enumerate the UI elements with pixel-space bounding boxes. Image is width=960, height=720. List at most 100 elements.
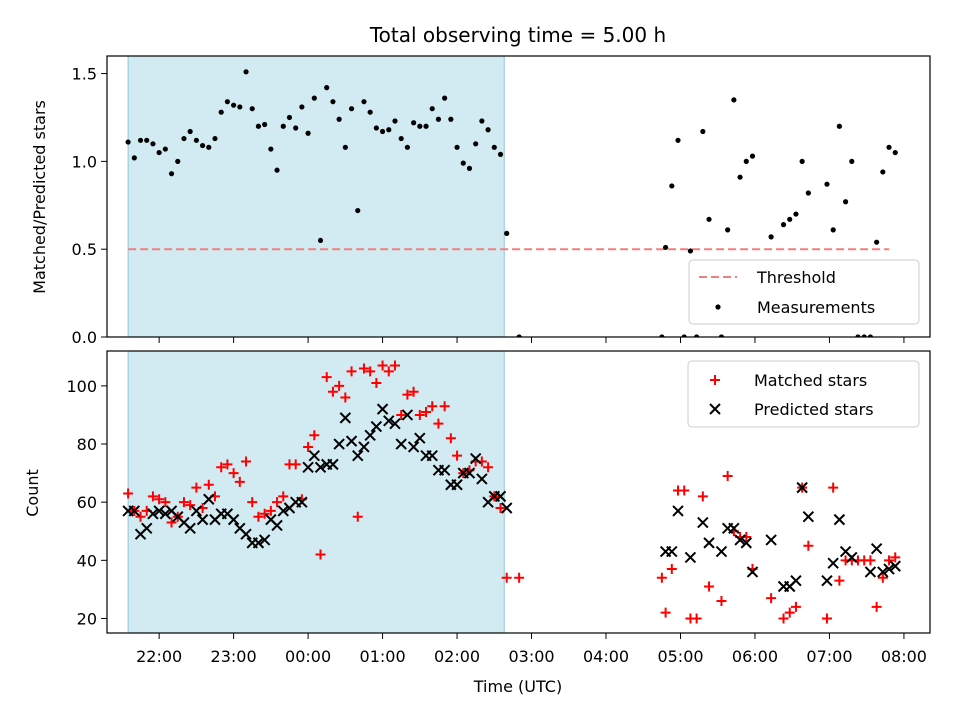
measurement-point: [694, 334, 700, 337]
y-tick-label: 100: [66, 377, 97, 396]
predicted-star-marker: [463, 467, 476, 479]
measurement-point: [787, 216, 793, 222]
legend-label-measurements: Measurements: [757, 298, 875, 317]
measurement-point: [175, 158, 181, 164]
x-tick-label: 03:00: [508, 647, 554, 666]
legend-predicted-swatch: [709, 403, 721, 415]
measurement-point: [497, 151, 504, 157]
measurement-point: [206, 144, 212, 150]
y-tick-label: 60: [77, 493, 97, 512]
predicted-star-marker: [345, 435, 358, 447]
matched-star-marker: [656, 572, 667, 583]
measurement-point: [150, 141, 156, 147]
measurement-point: [805, 190, 811, 196]
matched-star-marker: [433, 418, 444, 429]
matched-star-marker: [679, 485, 690, 496]
measurement-point: [199, 142, 206, 149]
matched-star-marker: [790, 601, 801, 612]
measurement-point: [280, 123, 286, 129]
measurement-point: [367, 109, 373, 115]
predicted-star-marker: [296, 496, 308, 508]
measurement-point: [861, 334, 867, 337]
panel-frame: [106, 55, 931, 338]
x-tick-label: 06:00: [732, 647, 778, 666]
predicted-star-marker: [333, 438, 345, 450]
measurement-point: [336, 116, 342, 122]
legend-label-threshold: Threshold: [756, 268, 836, 287]
matched-star-marker: [259, 508, 270, 519]
predicted-star-marker: [370, 420, 383, 433]
predicted-star-marker: [271, 519, 283, 532]
predicted-star-marker: [327, 458, 339, 471]
x-tick-label: 02:00: [434, 647, 480, 666]
measurement-point: [293, 125, 299, 131]
predicted-star-marker: [141, 522, 153, 535]
top-panel: 0.0 0.5 1.0 1.5 Threshold Measurements: [72, 55, 931, 347]
matched-star-marker: [666, 564, 677, 575]
matched-star-marker: [358, 363, 369, 374]
data-marks: [125, 69, 898, 337]
y-tick-label: 40: [77, 551, 97, 570]
matched-star-marker: [427, 401, 438, 412]
predicted-star-marker: [258, 534, 271, 546]
measurement-point: [454, 144, 460, 150]
matched-star-marker: [784, 607, 795, 618]
measurement-point: [286, 114, 293, 121]
measurement-point: [212, 135, 218, 142]
predicted-star-marker: [364, 429, 376, 442]
predicted-star-marker: [740, 537, 752, 549]
measurement-point: [262, 121, 268, 128]
predicted-star-marker: [389, 417, 401, 430]
measurement-point: [491, 144, 497, 150]
predicted-star-marker: [672, 505, 684, 517]
measurement-point: [361, 99, 367, 105]
predicted-star-marker: [500, 502, 513, 514]
matched-star-marker: [383, 366, 394, 377]
measurement-point: [473, 141, 479, 147]
measurement-point: [255, 123, 262, 129]
measurement-point: [768, 234, 774, 240]
matched-star-marker: [439, 401, 450, 412]
predicted-star-marker: [401, 409, 414, 421]
measurement-point: [379, 128, 386, 135]
bottom-panel: 20 40 60 80 100 22:00 23:00 00:00 01:00 02:00 03:0…: [66, 350, 931, 666]
predicted-star-marker: [697, 516, 709, 529]
x-tick-label: 08:00: [881, 647, 927, 666]
measurement-point: [411, 120, 417, 126]
measurement-point: [849, 158, 855, 164]
matched-star-marker: [803, 540, 814, 551]
measurement-point: [404, 144, 411, 150]
predicted-star-marker: [153, 505, 165, 517]
matched-star-marker: [253, 511, 264, 522]
predicted-star-marker: [728, 522, 740, 535]
predicted-star-marker: [240, 528, 252, 540]
matched-star-marker: [234, 476, 245, 487]
predicted-star-marker: [666, 545, 678, 558]
predicted-star-marker: [684, 551, 697, 564]
measurement-point: [460, 160, 466, 166]
measurement-point: [181, 135, 187, 142]
predicted-star-marker: [159, 508, 172, 520]
predicted-star-marker: [227, 513, 240, 526]
top-y-axis-label: Matched/Predicted stars: [30, 100, 49, 294]
legend-box: [688, 259, 920, 325]
predicted-star-marker: [196, 513, 209, 526]
matched-star-marker: [691, 613, 702, 624]
measurement-point: [417, 123, 423, 129]
predicted-star-marker: [277, 505, 289, 517]
y-tick-label: 1.0: [72, 152, 97, 171]
predicted-star-marker: [476, 473, 488, 485]
data-marks: [122, 360, 901, 624]
predicted-star-marker: [469, 452, 482, 465]
measurement-point: [274, 167, 280, 173]
measurement-point: [886, 144, 892, 150]
matched-star-marker: [828, 482, 839, 493]
measurement-point: [125, 139, 131, 145]
matched-star-marker: [877, 572, 888, 583]
matched-star-marker: [241, 456, 252, 467]
predicted-star-marker: [494, 490, 507, 503]
legend-label-predicted: Predicted stars: [754, 400, 874, 419]
measurement-point: [743, 158, 749, 164]
matched-star-marker: [697, 491, 708, 502]
predicted-star-marker: [864, 566, 877, 578]
